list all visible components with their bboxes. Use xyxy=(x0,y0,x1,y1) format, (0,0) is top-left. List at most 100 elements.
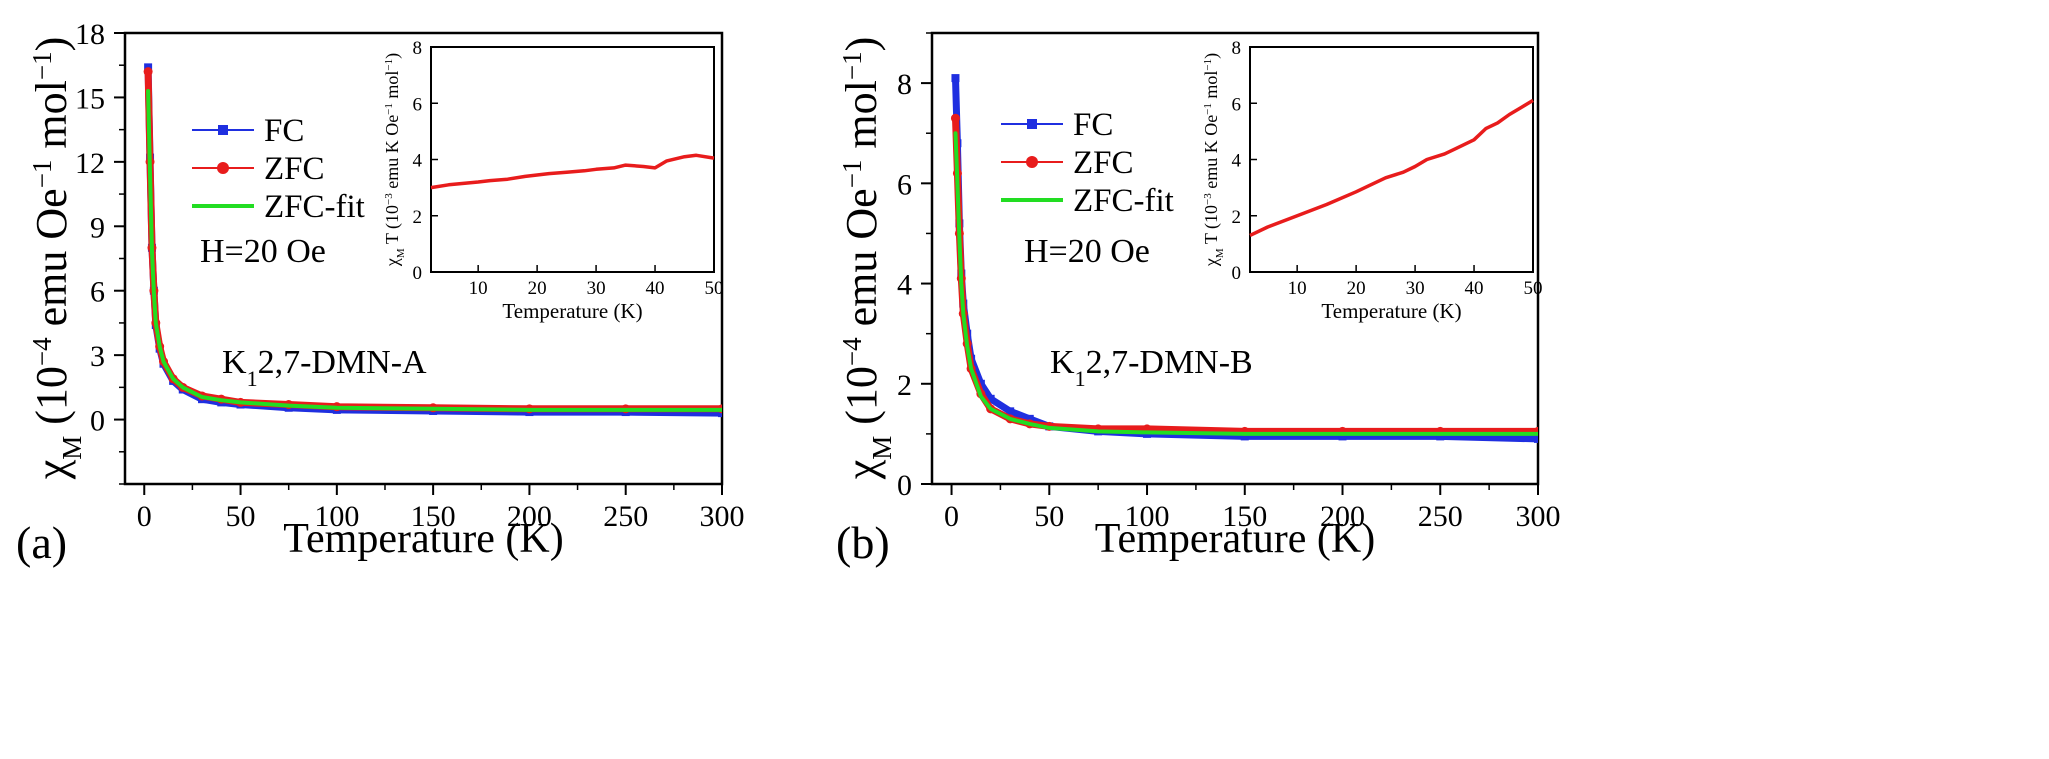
y-tick-label: 0 xyxy=(897,469,912,502)
x-tick-label: 100 xyxy=(314,500,359,533)
x-tick-label: 150 xyxy=(411,500,456,533)
sample-prefix: K xyxy=(222,344,247,381)
y-label-text: T (10 xyxy=(382,205,403,248)
legend-label: FC xyxy=(1073,107,1113,143)
y-label-exp: −1 xyxy=(27,160,57,189)
data-point-zfc xyxy=(143,67,153,77)
y-label-chi: χ xyxy=(837,459,886,480)
sample-annotation: K12,7-DMN-A xyxy=(222,344,427,391)
y-label-exp: −1 xyxy=(383,103,395,115)
y-label-text: mol xyxy=(1201,71,1221,104)
y-label-sub: M xyxy=(867,436,897,460)
y-label-exp: −3 xyxy=(1202,193,1214,205)
y-tick-label: 8 xyxy=(897,68,912,101)
y-label-sub: M xyxy=(395,248,407,258)
legend-label: ZFC xyxy=(264,151,325,187)
y-label-text: mol xyxy=(837,80,886,159)
inset-x-tick-label: 30 xyxy=(1406,278,1425,299)
field-annotation: H=20 Oe xyxy=(200,233,326,270)
sample-sub: 1 xyxy=(247,366,258,391)
y-tick-label: 0 xyxy=(90,405,105,438)
y-label-text: ) xyxy=(27,37,76,52)
legend-label: FC xyxy=(264,113,304,149)
plot-frame xyxy=(930,31,1540,486)
y-label-chi: χ xyxy=(1201,258,1221,267)
inset-x-tick-label: 20 xyxy=(1347,278,1366,299)
legend-label: ZFC-fit xyxy=(1073,183,1174,219)
inset-x-tick-label: 40 xyxy=(646,278,665,299)
data-point-fc xyxy=(1025,414,1034,423)
y-label-chi: χ xyxy=(382,258,402,267)
inset-y-tick-label: 8 xyxy=(413,38,423,59)
y-axis-label: χM (10−4 emu Oe−1 mol−1) xyxy=(837,37,897,481)
x-axis-label: Temperature (K) xyxy=(283,516,563,562)
inset-x-tick-label: 20 xyxy=(528,278,547,299)
legend-marker-square xyxy=(1027,119,1037,129)
y-tick-label: 18 xyxy=(75,18,105,51)
x-tick-label: 0 xyxy=(137,500,152,533)
y-label-text: emu Oe xyxy=(27,188,76,337)
inset-x-tick-label: 50 xyxy=(1524,278,1543,299)
x-tick-label: 150 xyxy=(1222,500,1267,533)
y-tick-label: 6 xyxy=(897,168,912,201)
y-label-text: (10 xyxy=(837,366,886,436)
y-label-text: ) xyxy=(837,37,886,52)
data-layer xyxy=(143,63,722,418)
inset-series-line xyxy=(1249,98,1534,237)
y-tick-label: 2 xyxy=(897,369,912,402)
y-axis-label: χM T (10−3 emu K Oe−1 mol−1) xyxy=(382,53,407,267)
y-label-exp: −1 xyxy=(383,59,395,71)
x-axis-label: Temperature (K) xyxy=(1095,516,1375,562)
y-label-text: T (10 xyxy=(1201,205,1222,248)
inset-x-tick-label: 50 xyxy=(705,278,724,299)
y-label-text: (10 xyxy=(27,366,76,436)
y-label-text: emu K Oe xyxy=(1201,115,1221,193)
series-line-zfc-fit xyxy=(146,89,722,412)
sample-suffix: 2,7-DMN-A xyxy=(258,344,427,381)
y-label-text: ) xyxy=(382,53,403,59)
y-label-text: mol xyxy=(382,71,402,104)
y-tick-label: 4 xyxy=(897,269,912,302)
y-tick-label: 15 xyxy=(75,82,105,115)
y-label-chi: χ xyxy=(27,459,76,480)
series-line-zfc-fit xyxy=(953,131,1538,436)
x-tick-label: 0 xyxy=(944,500,959,533)
y-tick-label: 9 xyxy=(90,211,105,244)
data-point-fc xyxy=(718,409,722,418)
panel-label: (b) xyxy=(836,517,890,568)
y-label-exp: −4 xyxy=(27,337,57,366)
data-point-fc xyxy=(986,394,995,403)
y-label-sub: M xyxy=(1214,248,1226,258)
y-tick-label: 6 xyxy=(90,276,105,309)
y-label-exp: −3 xyxy=(383,193,395,205)
legend-marker-circle xyxy=(1026,156,1038,168)
x-tick-label: 300 xyxy=(700,500,745,533)
x-tick-label: 300 xyxy=(1516,500,1561,533)
legend-label: ZFC-fit xyxy=(264,189,365,225)
sample-suffix: 2,7-DMN-B xyxy=(1086,344,1253,381)
inset-y-tick-label: 2 xyxy=(1232,207,1242,228)
x-tick-label: 50 xyxy=(1034,500,1064,533)
x-tick-label: 200 xyxy=(507,500,552,533)
inset-chart: 10 20 30 40 50 0 2 4 6 8 Temperature (K) χM T (10−3… xyxy=(1201,38,1543,323)
inset-y-tick-label: 8 xyxy=(1232,38,1242,59)
y-label-exp: −1 xyxy=(1202,59,1214,71)
y-tick-label: 3 xyxy=(90,340,105,373)
data-point-fc xyxy=(1240,432,1249,441)
legend-marker-circle xyxy=(217,162,229,174)
legend-label: ZFC xyxy=(1073,145,1134,181)
inset-x-tick-label: 40 xyxy=(1465,278,1484,299)
x-tick-label: 50 xyxy=(226,500,256,533)
y-label-exp: −1 xyxy=(27,51,57,80)
y-label-text: emu Oe xyxy=(837,188,886,337)
data-point-fc xyxy=(1436,432,1445,441)
y-label-sub: M xyxy=(57,436,87,460)
inset-frame xyxy=(1249,46,1534,273)
panel-a: 0 50 100 150 200 250 3000369121518Temperature … xyxy=(16,18,745,568)
data-point-fc xyxy=(976,379,985,388)
inset-x-tick-label: 30 xyxy=(587,278,606,299)
x-tick-label: 100 xyxy=(1125,500,1170,533)
inset-y-tick-label: 6 xyxy=(1232,94,1242,115)
